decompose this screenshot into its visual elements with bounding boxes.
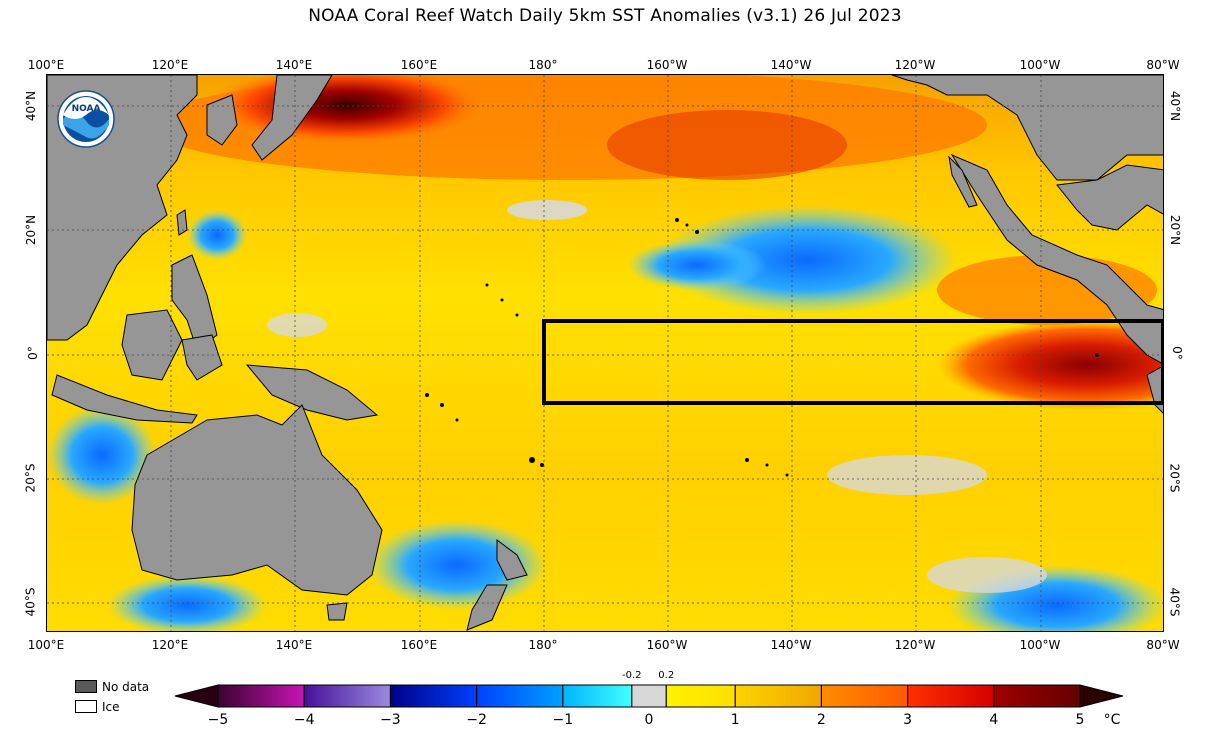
colorbar-under-arrow [174, 684, 219, 708]
lat-label: 40°S [1167, 587, 1182, 617]
land-sulawesi [181, 334, 223, 381]
neutral-patch [827, 455, 987, 495]
graticule [47, 75, 1163, 631]
colorbar-segment [666, 685, 736, 707]
lon-label: 140°E [275, 58, 313, 72]
lon-label: 80°W [1146, 638, 1180, 652]
north-pacific-hot-patch [607, 110, 847, 180]
cool-anomaly-indian-ocean [47, 405, 157, 505]
lon-label: 100°W [1019, 638, 1061, 652]
colorbar-tick-label: −4 [293, 712, 315, 728]
no-data-swatch [75, 680, 97, 693]
land-borneo [121, 309, 183, 381]
lat-label: 20°N [1168, 214, 1183, 246]
lat-label: 0° [1169, 346, 1184, 360]
land-tasmania [326, 602, 348, 621]
colorbar-tick-label: −1 [552, 712, 574, 728]
cool-anomaly-ne-pacific [657, 205, 957, 315]
land-java [51, 374, 198, 424]
lat-label: 0° [25, 346, 40, 360]
land-australia [131, 404, 383, 596]
pacific-islands [425, 218, 1099, 477]
lat-label: 20°S [1167, 463, 1182, 493]
lon-label: 100°W [1019, 58, 1061, 72]
cool-anomaly-patch [187, 210, 247, 260]
lon-label: 100°E [27, 58, 65, 72]
map-title: NOAA Coral Reef Watch Daily 5km SST Anom… [308, 6, 902, 26]
colorbar-segment [218, 685, 305, 707]
colorbar-segment [390, 685, 477, 707]
lon-label: 140°W [770, 58, 812, 72]
lon-label: 160°E [400, 58, 438, 72]
colorbar-over-arrow [1079, 684, 1124, 708]
ice-swatch [75, 700, 97, 713]
land-new-guinea [245, 364, 379, 421]
colorbar-segment [476, 685, 563, 707]
colorbar-tick-label: 0 [644, 712, 654, 728]
land-new-zealand-north [496, 539, 528, 581]
colorbar-segment [631, 685, 667, 707]
colorbar-tick-label: −3 [380, 712, 401, 728]
neutral-patch [267, 313, 327, 337]
colorbar-segment [562, 685, 632, 707]
ice-label: Ice [102, 700, 120, 714]
lat-label: 20°N [24, 214, 39, 246]
land-north-america [891, 75, 1163, 181]
lon-label: 160°W [646, 638, 688, 652]
land-taiwan [176, 209, 188, 236]
noaa-logo-text: NOAA [72, 104, 101, 114]
colorbar-tick-label: 1 [730, 712, 740, 728]
nino-region-box [542, 319, 1163, 405]
colorbar-segment [735, 685, 822, 707]
lon-label: 180° [528, 638, 558, 652]
land-baja [948, 155, 978, 208]
lon-label: 140°E [275, 638, 313, 652]
lon-label: 140°W [770, 638, 812, 652]
lat-label: 20°S [23, 463, 38, 493]
lon-label: 120°W [894, 58, 936, 72]
neutral-patch [507, 200, 587, 220]
colorbar-tick-label: 5 [1075, 712, 1085, 728]
lat-label: 40°N [1168, 90, 1183, 122]
colorbar [174, 684, 1124, 708]
lon-label: 120°E [151, 58, 189, 72]
land-japan [251, 75, 333, 161]
land-gulf-coast [1056, 164, 1163, 231]
colorbar-unit: °C [1103, 712, 1121, 728]
lat-label: 40°S [23, 587, 38, 617]
lon-label: 180° [528, 58, 558, 72]
colorbar-small-tick-label: 0.2 [658, 670, 675, 681]
map-svg: NOAA [47, 75, 1163, 631]
lat-label: 40°N [24, 90, 39, 122]
neutral-patch [927, 557, 1047, 593]
colorbar-tick-label: 3 [903, 712, 913, 728]
colorbar-segment [821, 685, 908, 707]
colorbar-tick-label: 4 [989, 712, 999, 728]
el-nino-hotspot [937, 320, 1163, 410]
colorbar-small-tick-label: -0.2 [621, 670, 642, 681]
cool-anomaly-patch [627, 240, 767, 290]
lon-label: 120°W [894, 638, 936, 652]
colorbar-segment [907, 685, 994, 707]
no-data-label: No data [102, 680, 150, 694]
colorbar-tick-label: −2 [466, 712, 487, 728]
lon-label: 160°E [400, 638, 438, 652]
colorbar-tick-label: 2 [816, 712, 826, 728]
lon-label: 120°E [151, 638, 189, 652]
colorbar-segment [304, 685, 391, 707]
sst-anomaly-map: NOAA [46, 74, 1164, 632]
noaa-logo: NOAA [57, 90, 115, 148]
colorbar-segment [993, 685, 1080, 707]
colorbar-frame [217, 684, 1081, 708]
colorbar-tick-label: −5 [207, 712, 229, 728]
land-masses [47, 75, 1163, 631]
land-korea [206, 94, 238, 146]
land-new-zealand-south [466, 584, 508, 631]
lon-label: 160°W [646, 58, 688, 72]
lon-label: 80°W [1146, 58, 1180, 72]
lon-label: 100°E [27, 638, 65, 652]
